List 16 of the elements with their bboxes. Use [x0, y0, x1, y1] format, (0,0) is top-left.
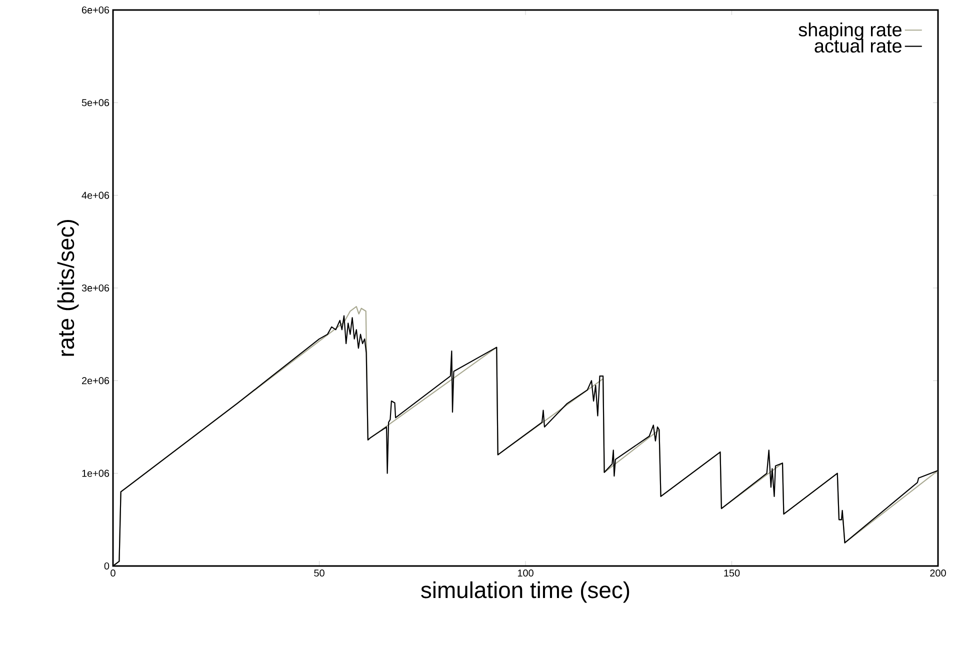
x-axis-title: simulation time (sec): [421, 581, 630, 603]
y-tick-label: 2e+06: [82, 377, 110, 384]
y-tick-label: 5e+06: [82, 99, 110, 106]
y-tick-label: 0: [104, 562, 110, 570]
y-axis-title: rate (bits/sec): [57, 220, 79, 356]
x-tick-label: 50: [314, 570, 324, 577]
x-tick-label: 0: [110, 570, 116, 577]
y-tick-label: 3e+06: [82, 284, 110, 292]
x-tick-label: 150: [724, 570, 740, 577]
x-tick-label: 100: [518, 570, 534, 577]
legend-label: shaping rate: [798, 22, 902, 40]
y-tick-label: 4e+06: [82, 192, 110, 199]
x-tick-label: 200: [930, 570, 946, 577]
y-tick-label: 6e+06: [82, 6, 110, 14]
y-tick-label: 1e+06: [82, 470, 110, 477]
legend-label: actual rate: [814, 38, 902, 53]
